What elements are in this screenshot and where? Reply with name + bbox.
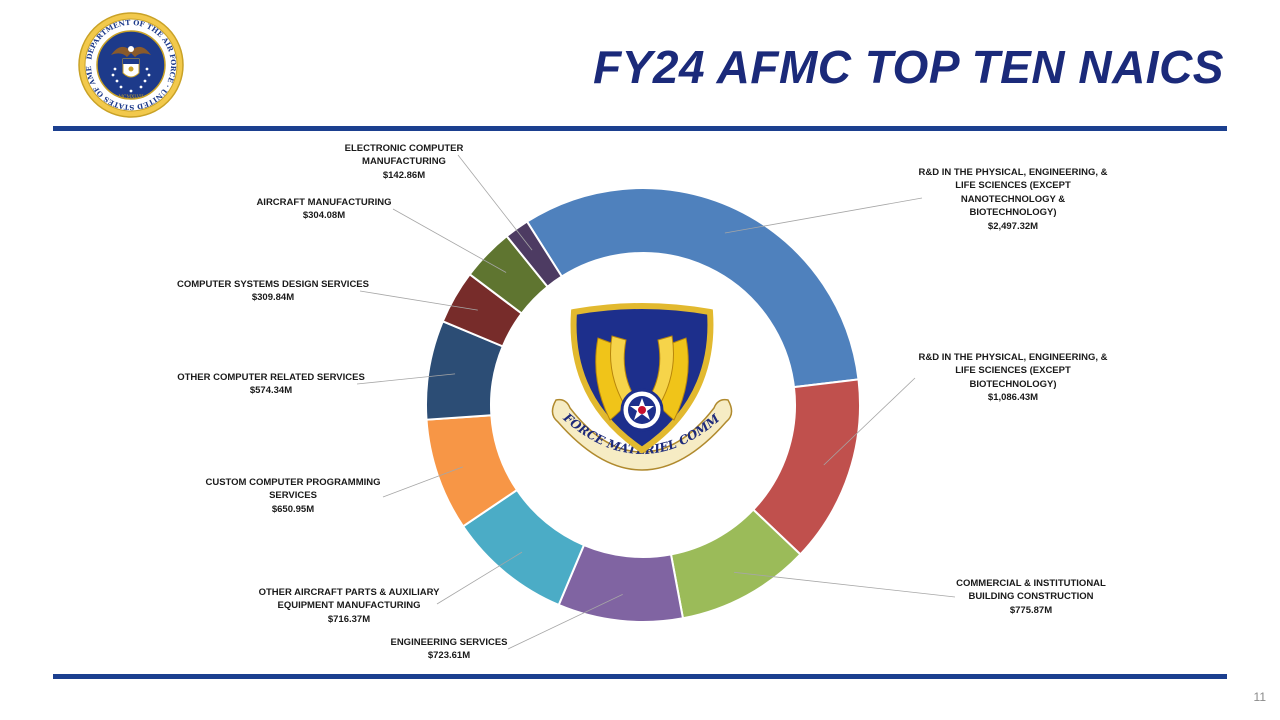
data-label-line: LIFE SCIENCES (EXCEPT (955, 180, 1071, 192)
leader-line (392, 208, 507, 273)
data-label-line: $309.84M (251, 292, 295, 304)
data-label-line: SERVICES (269, 490, 317, 502)
department-of-the-air-force-seal: DEPARTMENT OF THE AIR FORCE · UNITED STA… (77, 11, 184, 118)
data-label: ENGINEERING SERVICES $723.61M (339, 636, 559, 663)
data-label-line: $2,497.32M (987, 220, 1039, 232)
data-label-line: $304.08M (302, 210, 346, 222)
footer-divider (53, 674, 1227, 679)
svg-text:MCMXLVII: MCMXLVII (118, 94, 143, 100)
data-label-line: $775.87M (1009, 604, 1053, 616)
leader-line (436, 551, 523, 605)
data-label-line: $716.37M (327, 613, 371, 625)
data-label-line: $574.34M (249, 385, 293, 397)
data-label-line: R&D IN THE PHYSICAL, ENGINEERING, & (918, 167, 1108, 178)
data-label-line: COMMERCIAL & INSTITUTIONAL (956, 578, 1106, 589)
data-label-line: COMPUTER SYSTEMS DESIGN SERVICES (177, 279, 369, 290)
data-label: COMPUTER SYSTEMS DESIGN SERVICES $309.84M (163, 278, 383, 305)
data-label-line: BIOTECHNOLOGY) (969, 378, 1057, 390)
leader-line (359, 290, 478, 311)
data-label-line: $650.95M (271, 503, 315, 515)
data-label: AIRCRAFT MANUFACTURING $304.08M (214, 196, 434, 223)
data-label-line: CUSTOM COMPUTER PROGRAMMING (205, 477, 381, 488)
doughnut-slice (525, 187, 860, 389)
data-label: OTHER AIRCRAFT PARTS & AUXILIARY EQUIPMEN… (239, 586, 459, 626)
leader-line (457, 154, 533, 251)
data-label-line: LIFE SCIENCES (EXCEPT (955, 365, 1071, 377)
data-label: CUSTOM COMPUTER PROGRAMMING SERVICES $650.… (183, 476, 403, 516)
data-label-line: BUILDING CONSTRUCTION (968, 591, 1094, 603)
leader-line (734, 571, 956, 598)
data-label: R&D IN THE PHYSICAL, ENGINEERING, & LIFE … (903, 351, 1123, 405)
data-label-line: $723.61M (427, 650, 471, 662)
data-label: COMMERCIAL & INSTITUTIONAL BUILDING CONST… (921, 577, 1141, 617)
data-label-line: OTHER COMPUTER RELATED SERVICES (177, 372, 365, 383)
data-label-line: ELECTRONIC COMPUTER (344, 143, 464, 154)
data-label-line: OTHER AIRCRAFT PARTS & AUXILIARY (258, 587, 440, 598)
data-label: ELECTRONIC COMPUTER MANUFACTURING $142.86M (294, 142, 514, 182)
data-label-line: ENGINEERING SERVICES (390, 637, 508, 648)
leader-line (382, 466, 463, 498)
data-label-line: MANUFACTURING (362, 156, 446, 168)
leader-line (823, 377, 916, 466)
data-label: R&D IN THE PHYSICAL, ENGINEERING, & LIFE … (903, 166, 1123, 233)
data-label-line: $142.86M (382, 169, 426, 181)
page-number: 11 (1253, 690, 1266, 704)
leader-line (356, 373, 456, 385)
leader-line (724, 197, 923, 234)
data-label-line: EQUIPMENT MANUFACTURING (277, 600, 421, 612)
leader-line (507, 594, 623, 650)
data-label-line: AIRCRAFT MANUFACTURING (256, 197, 392, 208)
data-label: OTHER COMPUTER RELATED SERVICES $574.34M (161, 371, 381, 398)
data-label-line: NANOTECHNOLOGY & (960, 193, 1066, 205)
data-label-line: R&D IN THE PHYSICAL, ENGINEERING, & (918, 352, 1108, 363)
doughnut-slice (505, 220, 564, 289)
header-divider (53, 126, 1227, 131)
slide-title: FY24 AFMC TOP TEN NAICS (593, 41, 1224, 93)
data-label-line: BIOTECHNOLOGY) (969, 207, 1057, 219)
data-label-line: $1,086.43M (987, 392, 1039, 404)
